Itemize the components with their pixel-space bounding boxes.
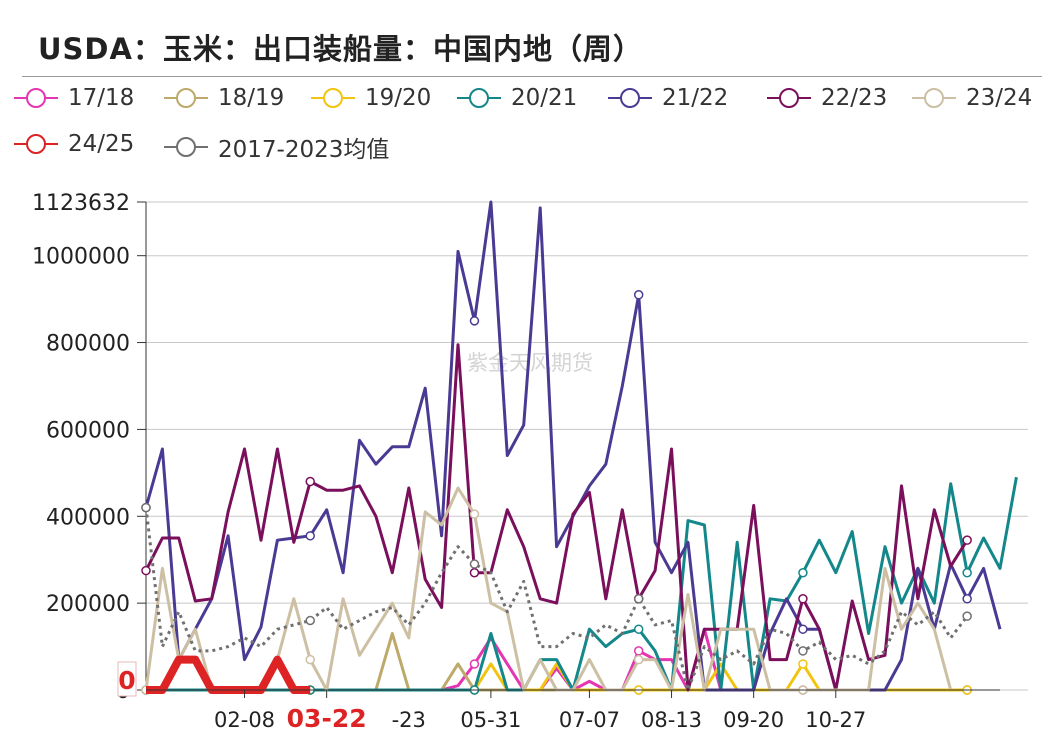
series-line: [146, 655, 311, 694]
data-point: [633, 646, 644, 656]
legend-item[interactable]: 18/19: [162, 84, 284, 112]
legend-item[interactable]: 22/23: [765, 84, 887, 112]
x-tick-label: 07-07: [559, 708, 620, 732]
data-point: [798, 567, 808, 578]
chart-title: USDA：玉米：出口装船量：中国内地（周）: [38, 32, 643, 66]
data-point: [469, 559, 480, 569]
series-line: [144, 507, 969, 692]
data-point: [798, 594, 808, 604]
legend-item[interactable]: 19/20: [309, 84, 431, 112]
y-tick-label: 200000: [46, 592, 130, 617]
data-point: [141, 565, 151, 576]
legend-marker-icon: [457, 88, 501, 108]
x-tick-label: 08-13: [641, 708, 702, 732]
legend-marker-icon: [311, 88, 355, 108]
data-point: [798, 624, 808, 634]
x-tick-label: 09-20: [723, 708, 784, 732]
legend-label: 2017-2023均值: [218, 137, 390, 163]
legend-marker-icon: [767, 88, 811, 108]
x-tick-label: 10-27: [805, 708, 866, 732]
legend-label: 24/25: [68, 131, 135, 157]
legend-item[interactable]: 21/22: [606, 84, 728, 112]
legend-label: 21/22: [662, 85, 729, 111]
legend-label: 17/18: [68, 85, 135, 111]
x-tick-label: -23: [392, 708, 426, 732]
legend-label: 18/19: [218, 85, 285, 111]
data-point: [305, 615, 315, 626]
data-point: [469, 659, 480, 669]
data-point: [962, 611, 972, 621]
legend-item[interactable]: 24/25: [12, 130, 134, 158]
legend-marker-icon: [14, 134, 58, 154]
legend-marker-icon: [164, 137, 208, 157]
legend-item[interactable]: 23/24: [910, 84, 1032, 112]
y-highlight-box: [117, 661, 137, 697]
legend-label: 19/20: [365, 85, 432, 111]
legend-label: 20/21: [511, 85, 578, 111]
data-point: [469, 316, 480, 326]
legend-item[interactable]: 20/21: [455, 84, 577, 112]
data-point: [962, 594, 972, 604]
x-tick-label-highlight: 03-22: [287, 704, 367, 733]
data-point: [305, 531, 315, 541]
title-divider: [22, 76, 1042, 77]
data-point: [141, 502, 151, 513]
data-point: [633, 290, 644, 300]
legend-marker-icon: [608, 88, 652, 108]
series-line: [144, 343, 969, 692]
y-tick-label-highlight: 0: [118, 666, 135, 695]
data-point: [962, 535, 972, 545]
legend-item[interactable]: 17/18: [12, 84, 134, 112]
y-tick-label: 800000: [46, 332, 130, 357]
data-point: [305, 476, 315, 487]
data-point: [798, 646, 808, 656]
legend-marker-icon: [14, 88, 58, 108]
y-tick-label: 600000: [46, 418, 130, 443]
x-tick-label: 05-31: [460, 708, 521, 732]
y-tick-label: 1000000: [32, 245, 130, 270]
data-point: [633, 624, 644, 634]
x-tick-label: 02-08: [214, 708, 275, 732]
data-point: [633, 654, 644, 665]
data-point: [469, 567, 480, 578]
y-tick-label: 400000: [46, 505, 130, 530]
legend-marker-icon: [912, 88, 956, 108]
legend-label: 22/23: [821, 85, 888, 111]
legend-label: 23/24: [966, 85, 1033, 111]
data-point: [469, 509, 480, 519]
y-tick-label: 1123632: [32, 191, 130, 216]
data-point: [798, 659, 808, 669]
data-point: [633, 594, 644, 604]
legend-marker-icon: [164, 88, 208, 108]
legend-item[interactable]: 2017-2023均值: [162, 130, 389, 164]
data-point: [305, 654, 315, 665]
data-point: [962, 567, 972, 578]
